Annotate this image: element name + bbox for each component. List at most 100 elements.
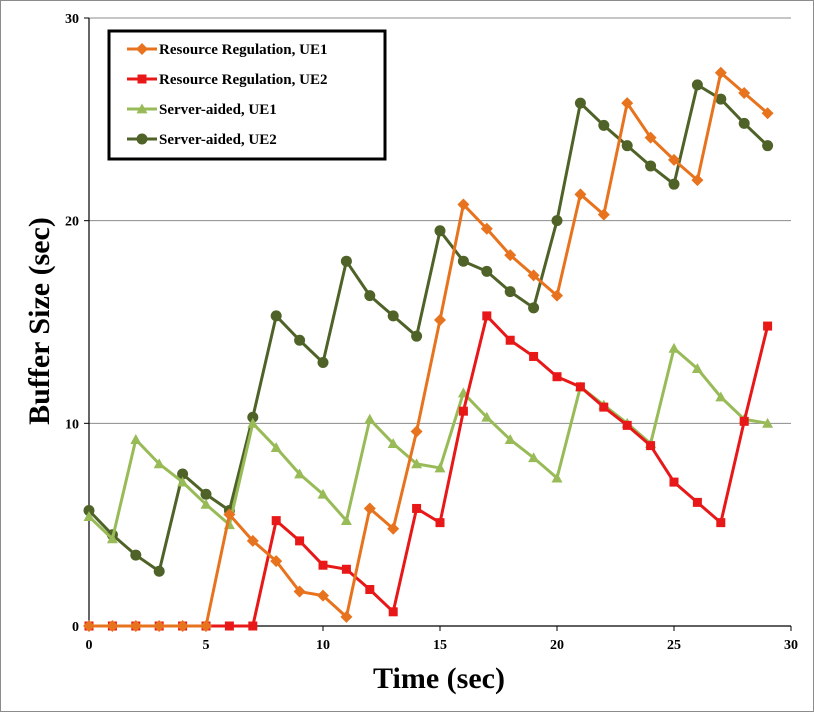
data-point <box>738 117 750 129</box>
data-point <box>270 555 283 568</box>
data-point <box>599 402 609 412</box>
data-point <box>480 222 493 235</box>
x-tick-label: 30 <box>784 638 798 653</box>
data-point <box>387 522 400 535</box>
x-tick-label: 10 <box>316 638 330 653</box>
data-point <box>294 468 306 479</box>
data-point <box>739 416 749 426</box>
data-point <box>130 549 142 561</box>
data-point <box>691 174 704 187</box>
series-square <box>84 311 773 631</box>
data-point <box>246 534 259 547</box>
data-point <box>340 610 353 623</box>
data-point <box>528 452 540 463</box>
series-diamond <box>83 66 774 632</box>
x-axis-title: Time (sec) <box>373 662 505 695</box>
legend-entry: Resource Regulation, UE1 <box>127 42 327 58</box>
data-point <box>574 188 587 201</box>
data-point <box>435 518 445 528</box>
series-triangle <box>83 342 774 544</box>
data-point <box>200 620 212 632</box>
data-point <box>761 107 774 120</box>
data-point <box>504 286 516 298</box>
data-point <box>551 472 563 483</box>
data-point <box>715 391 727 402</box>
legend-label: Resource Regulation, UE1 <box>159 42 327 58</box>
data-point <box>482 311 492 321</box>
data-point <box>529 351 539 361</box>
data-point <box>597 208 610 221</box>
data-point <box>434 313 446 326</box>
data-point <box>762 140 774 152</box>
data-point <box>457 198 470 211</box>
data-point <box>318 560 328 570</box>
data-point <box>317 488 329 499</box>
legend: Resource Regulation, UE1 Resource Regulat… <box>107 29 387 161</box>
data-point <box>716 518 726 528</box>
data-point <box>411 330 423 342</box>
plot-series <box>83 66 774 632</box>
data-point <box>458 406 468 416</box>
data-point <box>317 357 329 369</box>
x-tick-label: 0 <box>86 638 93 653</box>
data-point <box>715 93 727 105</box>
data-point <box>505 335 515 345</box>
data-point <box>669 477 679 487</box>
data-point <box>223 508 236 521</box>
data-point <box>340 255 352 267</box>
data-point <box>294 334 306 346</box>
data-point <box>365 585 375 595</box>
data-point <box>691 79 703 91</box>
data-point <box>83 504 95 516</box>
data-point <box>224 621 234 631</box>
data-point <box>317 589 329 602</box>
data-point <box>387 310 399 322</box>
data-point <box>176 620 189 632</box>
data-point <box>434 462 446 473</box>
y-axis-title: Buffer Size (sec) <box>23 217 56 425</box>
data-point <box>504 249 517 262</box>
x-tick-label: 25 <box>667 638 681 653</box>
data-point <box>481 265 493 277</box>
x-tick-label: 15 <box>433 638 447 653</box>
y-tick-label: 0 <box>72 620 79 635</box>
data-point <box>364 413 376 424</box>
data-point <box>410 425 423 438</box>
data-point <box>153 458 165 469</box>
data-point <box>340 515 352 526</box>
data-point <box>668 153 680 166</box>
data-point <box>714 66 727 79</box>
data-point <box>528 302 540 314</box>
x-tick-label: 20 <box>550 638 564 653</box>
data-point <box>762 417 774 428</box>
data-point <box>668 178 680 190</box>
data-point <box>646 441 656 451</box>
data-point <box>247 417 259 428</box>
data-point <box>295 536 305 546</box>
legend-label: Server-aided, UE2 <box>159 132 277 148</box>
data-point <box>129 620 142 632</box>
data-point <box>551 289 563 302</box>
data-point <box>200 488 212 500</box>
series-line <box>89 314 770 628</box>
data-point <box>504 434 516 444</box>
data-point <box>598 119 610 131</box>
data-point <box>668 342 680 353</box>
legend-swatch-marker <box>136 103 148 114</box>
legend-swatch-marker <box>137 74 147 84</box>
legend-label: Resource Regulation, UE2 <box>159 72 327 88</box>
data-point <box>106 533 118 544</box>
series-line <box>87 346 768 541</box>
legend-swatch-marker <box>136 43 148 55</box>
data-point <box>575 382 585 392</box>
legend-swatch-marker <box>136 133 148 145</box>
data-point <box>621 140 633 152</box>
data-point <box>691 363 703 374</box>
data-point <box>271 516 281 526</box>
data-point <box>341 564 351 574</box>
data-point <box>177 476 189 487</box>
y-tick-label: 20 <box>65 215 79 230</box>
data-point <box>622 420 632 430</box>
